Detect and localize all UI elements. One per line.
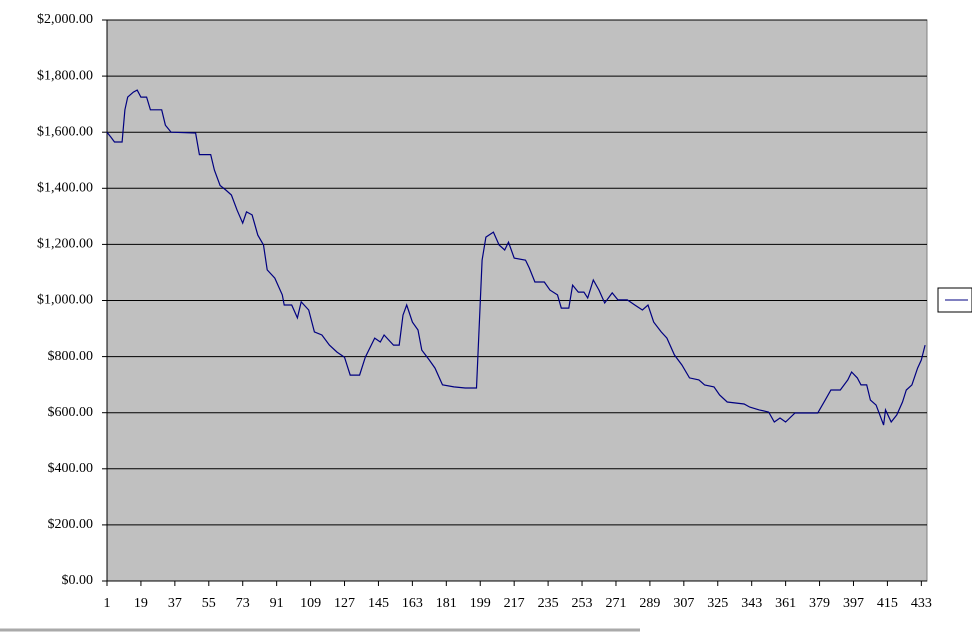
x-tick-label: 307: [673, 596, 694, 611]
x-tick-label: 397: [843, 596, 864, 611]
x-tick-label: 127: [334, 596, 355, 611]
x-tick-label: 379: [809, 596, 830, 611]
x-tick-label: 343: [741, 596, 762, 611]
x-tick-label: 361: [775, 596, 796, 611]
x-tick-label: 37: [168, 596, 182, 611]
y-tick-label: $2,000.00: [37, 12, 93, 27]
x-tick-label: 433: [911, 596, 932, 611]
y-tick-label: $1,800.00: [37, 68, 93, 83]
y-tick-label: $1,400.00: [37, 181, 93, 196]
y-tick-label: $1,200.00: [37, 237, 93, 252]
x-tick-label: 289: [639, 596, 660, 611]
x-tick-label: 19: [134, 596, 148, 611]
y-tick-label: $1,000.00: [37, 293, 93, 308]
x-tick-label: 91: [270, 596, 284, 611]
x-tick-label: 253: [572, 596, 593, 611]
x-tick-label: 181: [436, 596, 457, 611]
x-tick-label: 163: [402, 596, 423, 611]
x-tick-label: 415: [877, 596, 898, 611]
y-tick-label: $600.00: [48, 405, 94, 420]
x-tick-label: 325: [707, 596, 728, 611]
y-tick-label: $400.00: [48, 461, 94, 476]
y-tick-label: $200.00: [48, 517, 94, 532]
series-line: [106, 89, 926, 426]
x-tick-label: 235: [538, 596, 559, 611]
x-tick-label: 271: [605, 596, 626, 611]
x-tick-label: 109: [300, 596, 321, 611]
x-tick-label: 55: [202, 596, 216, 611]
x-tick-label: 217: [504, 596, 525, 611]
y-tick-label: $0.00: [62, 573, 94, 588]
x-tick-label: 1: [104, 596, 111, 611]
x-tick-label: 199: [470, 596, 491, 611]
x-tick-label: 145: [368, 596, 389, 611]
y-tick-label: $1,600.00: [37, 124, 93, 139]
x-tick-label: 73: [236, 596, 250, 611]
y-tick-label: $800.00: [48, 349, 94, 364]
